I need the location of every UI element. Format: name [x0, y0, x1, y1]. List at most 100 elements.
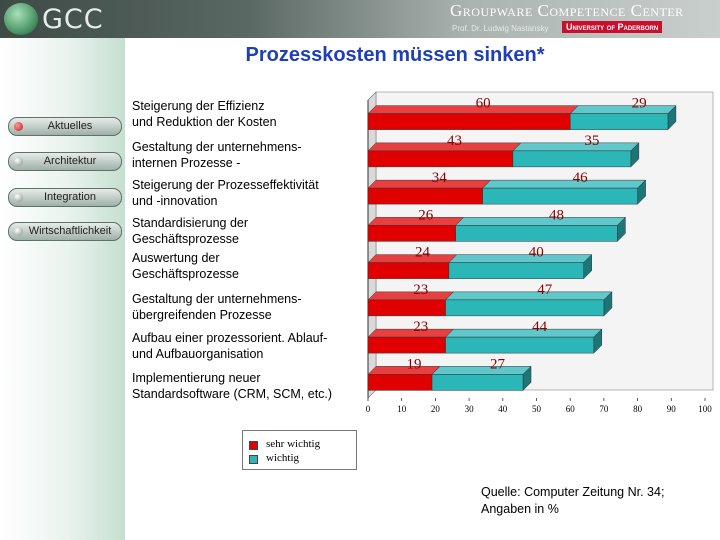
category-label-line: internen Prozesse - [132, 156, 241, 170]
bar-wichtig-top [444, 328, 603, 338]
nav-item-aktuelles[interactable]: Aktuelles [8, 117, 122, 136]
category-label-line: Implementierung neuer [132, 371, 261, 385]
bar-wichtig-top [512, 142, 640, 152]
category-label-line: Steigerung der Effizienz [132, 99, 265, 113]
active-bullet-icon [14, 122, 23, 131]
nav-item-label: Integration [44, 191, 96, 203]
source-line: Angaben in % [481, 502, 559, 516]
x-tick-label: 0 [366, 404, 371, 414]
data-label-sehr-wichtig: 26 [418, 207, 434, 223]
category-label-line: Auswertung der [132, 251, 220, 265]
data-label-wichtig: 46 [573, 170, 589, 186]
bar-sehr-wichtig-top [367, 142, 522, 152]
category-label-line: Gestaltung der unternehmens- [132, 140, 302, 154]
bullet-icon [14, 193, 23, 202]
nav-item-label: Wirtschaftlichkeit [28, 225, 112, 237]
data-label-wichtig: 48 [549, 207, 564, 223]
category-label-line: Standardsoftware (CRM, SCM, etc.) [132, 387, 333, 401]
data-label-sehr-wichtig: 23 [413, 319, 428, 335]
category-label: Gestaltung der unternehmens- übergreifen… [132, 291, 364, 323]
category-label-line: übergreifenden Prozesse [132, 308, 272, 322]
category-label: Gestaltung der unternehmens- internen Pr… [132, 139, 364, 171]
data-label-sehr-wichtig: 43 [447, 133, 462, 149]
legend-label: wichtig [266, 452, 299, 464]
category-label-line: Aufbau einer prozessorient. Ablauf- [132, 331, 328, 345]
nav-item-wirtschaftlichkeit[interactable]: Wirtschaftlichkeit [8, 222, 122, 241]
category-label: Implementierung neuer Standardsoftware (… [132, 370, 364, 402]
bar-sehr-wichtig [367, 150, 514, 168]
category-label: Auswertung der Geschäftsprozesse [132, 250, 364, 282]
bar-sehr-wichtig [367, 299, 446, 317]
category-label-line: Geschäftsprozesse [132, 267, 239, 281]
bar-wichtig [431, 374, 524, 391]
bar-wichtig [569, 113, 669, 130]
legend-label: sehr wichtig [266, 438, 321, 450]
data-label-wichtig: 47 [537, 282, 553, 298]
x-tick-label: 40 [498, 404, 508, 414]
bar-sehr-wichtig-top [367, 366, 441, 375]
bar-wichtig [445, 336, 595, 354]
chart-legend: sehr wichtig wichtig [242, 430, 357, 470]
data-label-sehr-wichtig: 34 [432, 170, 448, 186]
category-label-line: Geschäftsprozesse [132, 232, 239, 246]
data-label-wichtig: 35 [584, 133, 599, 149]
data-label-wichtig: 29 [632, 96, 647, 112]
bar-wichtig [482, 187, 638, 205]
bar-sehr-wichtig [367, 374, 433, 391]
data-label-sehr-wichtig: 60 [476, 96, 491, 112]
data-label-sehr-wichtig: 23 [413, 282, 428, 298]
x-tick-label: 100 [698, 404, 712, 414]
bar-wichtig [445, 299, 605, 317]
bar-sehr-wichtig-top [367, 179, 492, 189]
category-label-line: und -innovation [132, 194, 218, 208]
bar-sehr-wichtig [367, 262, 450, 279]
data-label-sehr-wichtig: 19 [407, 356, 422, 372]
legend-swatch-wichtig [249, 455, 258, 464]
category-label: Standardisierung der Geschäftsprozesse [132, 215, 364, 247]
bar-wichtig-top [444, 291, 613, 301]
page-title: Prozesskosten müssen sinken* [245, 44, 545, 66]
nav-item-label: Architektur [43, 155, 97, 167]
x-tick-label: 10 [397, 404, 407, 414]
source-note: Quelle: Computer Zeitung Nr. 34; Angaben… [481, 484, 664, 518]
source-line: Quelle: Computer Zeitung Nr. 34; [481, 485, 665, 499]
category-label: Steigerung der Prozesseffektivität und -… [132, 177, 364, 209]
bar-sehr-wichtig-top [367, 105, 579, 114]
gcc-logo: GCC [4, 3, 116, 35]
category-label-line: Standardisierung der [132, 216, 249, 230]
bar-wichtig-top [481, 179, 647, 189]
data-label-sehr-wichtig: 24 [415, 245, 431, 261]
bar-sehr-wichtig-top [367, 291, 455, 301]
logo-globe-icon [4, 3, 38, 35]
bar-sehr-wichtig [367, 113, 571, 130]
x-tick-label: 80 [633, 404, 643, 414]
bar-sehr-wichtig-top [367, 254, 458, 263]
university-label: University of Paderborn [562, 21, 663, 33]
bar-wichtig-top [431, 366, 532, 375]
bar-wichtig-top [569, 105, 677, 114]
bar-wichtig [512, 150, 632, 168]
bar-wichtig-top [448, 254, 593, 263]
bullet-icon [14, 157, 23, 166]
nav-item-architektur[interactable]: Architektur [8, 152, 122, 171]
bullet-icon [14, 227, 23, 236]
bar-sehr-wichtig [367, 336, 446, 354]
bar-sehr-wichtig-top [367, 328, 455, 338]
category-label-line: und Reduktion der Kosten [132, 115, 277, 129]
x-tick-label: 60 [566, 404, 576, 414]
logo-text: GCC [42, 4, 104, 35]
legend-swatch-sehr-wichtig [249, 441, 258, 450]
category-label-line: und Aufbauorganisation [132, 347, 264, 361]
nav-item-label: Aktuelles [47, 120, 93, 132]
data-label-wichtig: 44 [532, 319, 548, 335]
bar-sehr-wichtig-top [367, 217, 465, 226]
category-label-line: Gestaltung der unternehmens- [132, 292, 302, 306]
category-label: Steigerung der Effizienz und Reduktion d… [132, 98, 364, 130]
bar-wichtig-top [455, 217, 626, 226]
bar-sehr-wichtig [367, 225, 456, 242]
bar-wichtig [448, 262, 584, 279]
bar-wichtig [455, 225, 618, 242]
nav-item-integration[interactable]: Integration [8, 188, 122, 207]
data-label-wichtig: 27 [490, 356, 506, 372]
